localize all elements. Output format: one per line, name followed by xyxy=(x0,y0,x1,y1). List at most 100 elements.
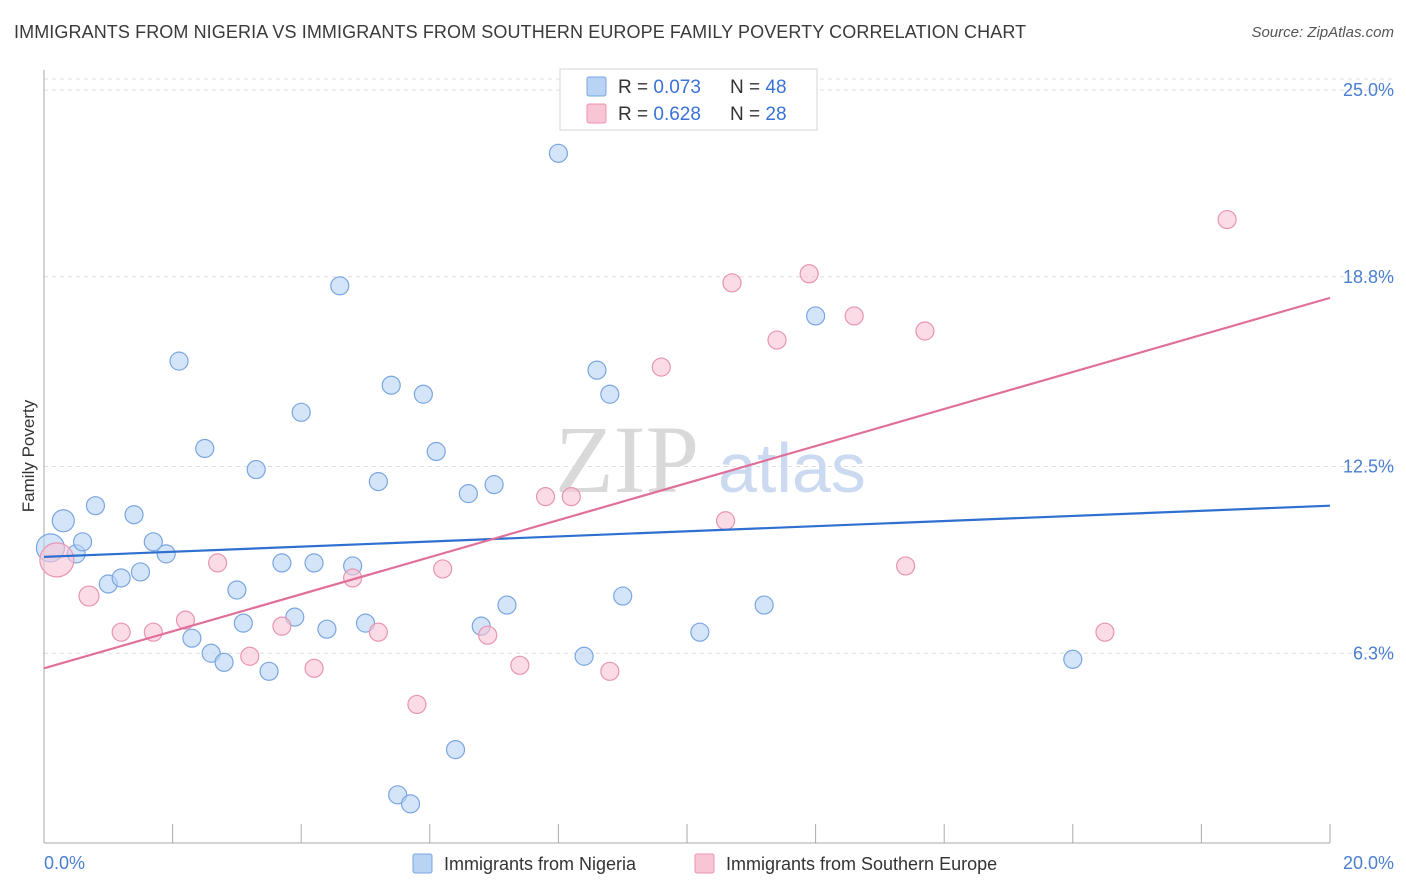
legend-swatch-nigeria xyxy=(586,76,607,97)
y-tick-label: 18.8% xyxy=(1343,267,1394,287)
point-nigeria xyxy=(587,360,607,380)
chart-title: IMMIGRANTS FROM NIGERIA VS IMMIGRANTS FR… xyxy=(14,22,1027,42)
bottom-legend-label-nigeria: Immigrants from Nigeria xyxy=(444,854,637,874)
y-tick-labels: 6.3% 12.5% 18.8% 25.0% xyxy=(1343,80,1394,663)
point-nigeria xyxy=(246,459,266,480)
legend-r-value-southern-europe: 0.628 xyxy=(653,104,701,125)
point-nigeria xyxy=(124,505,144,525)
point-nigeria xyxy=(182,628,202,648)
point-nigeria xyxy=(600,384,620,404)
point-southern-europe xyxy=(896,556,916,576)
point-southern-europe xyxy=(715,511,736,531)
source-credit: Source: ZipAtlas.com xyxy=(1251,24,1394,41)
point-nigeria xyxy=(272,553,292,573)
point-nigeria xyxy=(51,509,75,533)
point-nigeria xyxy=(548,143,569,163)
point-southern-europe xyxy=(767,330,787,350)
point-southern-europe xyxy=(433,559,453,579)
legend-n-label: N = xyxy=(730,77,765,98)
y-tick-label: 6.3% xyxy=(1353,643,1394,663)
legend-r-value-nigeria: 0.073 xyxy=(653,77,701,98)
legend-n-value-southern-europe: 28 xyxy=(765,104,786,125)
point-southern-europe xyxy=(407,694,427,715)
legend-swatch-southern-europe xyxy=(586,103,607,124)
point-nigeria xyxy=(214,652,234,672)
legend-n-value-nigeria: 48 xyxy=(765,77,786,98)
y-tick-label: 25.0% xyxy=(1343,80,1394,100)
point-nigeria xyxy=(169,351,189,371)
bottom-legend-swatch-southern-europe xyxy=(694,853,715,874)
x-ticks xyxy=(43,824,1331,843)
point-southern-europe xyxy=(1095,622,1115,642)
point-southern-europe xyxy=(1217,209,1237,230)
point-southern-europe xyxy=(272,616,292,636)
point-southern-europe xyxy=(343,568,363,588)
y-tick-label: 12.5% xyxy=(1343,457,1394,477)
point-southern-europe xyxy=(844,306,864,326)
point-nigeria xyxy=(259,661,279,681)
point-nigeria xyxy=(458,484,478,504)
legend-box: R = 0.073 N = 48 R = 0.628 N = 28 xyxy=(559,68,818,131)
point-nigeria xyxy=(291,402,311,422)
point-nigeria xyxy=(143,532,163,552)
point-southern-europe xyxy=(478,625,498,645)
point-southern-europe xyxy=(561,487,581,507)
point-nigeria xyxy=(227,580,247,600)
point-southern-europe xyxy=(368,622,388,642)
point-nigeria xyxy=(195,438,215,459)
watermark: ZIP atlas xyxy=(555,406,866,513)
point-nigeria xyxy=(497,595,517,615)
y-axis-label: Family Poverty xyxy=(19,399,38,512)
legend-r-label: R = xyxy=(618,104,653,125)
series-southern-europe-points xyxy=(39,209,1237,715)
trend-line-nigeria xyxy=(43,504,1331,558)
point-nigeria xyxy=(484,475,504,495)
point-nigeria xyxy=(111,568,131,588)
point-southern-europe xyxy=(78,585,100,607)
point-southern-europe xyxy=(304,658,324,678)
legend-n-label: N = xyxy=(730,104,765,125)
bottom-legend-label-southern-europe: Immigrants from Southern Europe xyxy=(726,854,997,874)
point-nigeria xyxy=(805,306,826,326)
point-nigeria xyxy=(330,276,350,296)
point-nigeria xyxy=(368,471,388,492)
point-southern-europe xyxy=(510,655,530,675)
point-nigeria xyxy=(1063,649,1083,669)
series-nigeria-points xyxy=(35,143,1083,814)
point-nigeria xyxy=(156,544,176,564)
point-nigeria xyxy=(445,740,466,760)
point-nigeria xyxy=(426,441,446,462)
point-nigeria xyxy=(304,553,324,573)
point-southern-europe xyxy=(208,553,228,573)
legend-r-label: R = xyxy=(618,77,653,98)
x-tick-label-min: 0.0% xyxy=(44,853,85,873)
point-southern-europe xyxy=(39,542,75,578)
point-nigeria xyxy=(317,619,337,639)
bottom-legend-swatch-nigeria xyxy=(412,853,433,874)
point-nigeria xyxy=(400,794,421,814)
legend-row-southern-europe: R = 0.628 N = 28 xyxy=(618,104,787,125)
point-nigeria xyxy=(130,562,151,582)
trend-line-southern-europe xyxy=(43,296,1331,670)
point-nigeria xyxy=(574,646,594,666)
point-nigeria xyxy=(233,613,253,633)
bottom-legend: Immigrants from Nigeria Immigrants from … xyxy=(412,853,997,874)
point-southern-europe xyxy=(111,622,131,642)
point-southern-europe xyxy=(915,321,935,341)
point-nigeria xyxy=(381,375,401,395)
gridlines xyxy=(44,78,1394,654)
point-southern-europe xyxy=(651,357,671,377)
point-nigeria xyxy=(85,496,106,516)
x-tick-label-max: 20.0% xyxy=(1343,853,1394,873)
point-southern-europe xyxy=(799,264,819,284)
point-southern-europe xyxy=(175,610,196,630)
point-southern-europe xyxy=(535,487,556,507)
point-nigeria xyxy=(413,384,433,404)
point-nigeria xyxy=(613,586,633,606)
point-southern-europe xyxy=(240,646,260,666)
point-southern-europe xyxy=(600,661,620,681)
point-nigeria xyxy=(72,532,93,552)
point-southern-europe xyxy=(722,273,742,293)
legend-row-nigeria: R = 0.073 N = 48 xyxy=(618,77,787,98)
